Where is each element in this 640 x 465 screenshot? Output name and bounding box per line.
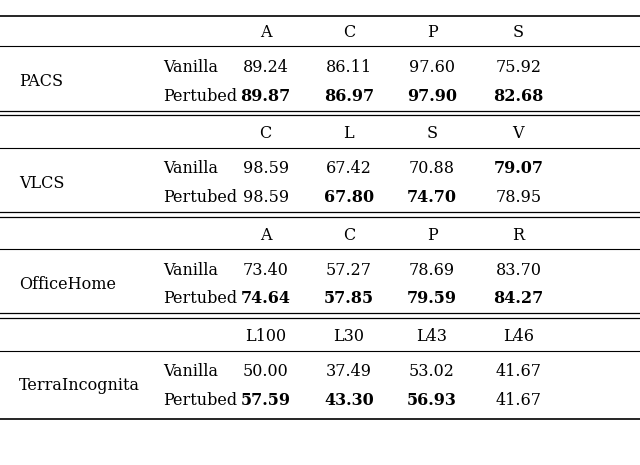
Text: 79.07: 79.07: [493, 160, 543, 177]
Text: 74.70: 74.70: [407, 189, 457, 206]
Text: Pertubed: Pertubed: [163, 189, 237, 206]
Text: Pertubed: Pertubed: [163, 88, 237, 105]
Text: P: P: [427, 227, 437, 244]
Text: 75.92: 75.92: [495, 59, 541, 76]
Text: R: R: [513, 227, 524, 244]
Text: 89.87: 89.87: [241, 88, 291, 105]
Text: 78.69: 78.69: [409, 262, 455, 279]
Text: C: C: [342, 227, 355, 244]
Text: L30: L30: [333, 328, 364, 345]
Text: 41.67: 41.67: [495, 392, 541, 409]
Text: Pertubed: Pertubed: [163, 392, 237, 409]
Text: P: P: [427, 24, 437, 41]
Text: 37.49: 37.49: [326, 363, 372, 380]
Text: VLCS: VLCS: [19, 175, 65, 192]
Text: C: C: [259, 126, 272, 142]
Text: V: V: [513, 126, 524, 142]
Text: 89.24: 89.24: [243, 59, 289, 76]
Text: 73.40: 73.40: [243, 262, 289, 279]
Text: L: L: [344, 126, 354, 142]
Text: 56.93: 56.93: [407, 392, 457, 409]
Text: Vanilla: Vanilla: [163, 59, 218, 76]
Text: OfficeHome: OfficeHome: [19, 276, 116, 293]
Text: 97.60: 97.60: [409, 59, 455, 76]
Text: 53.02: 53.02: [409, 363, 455, 380]
Text: PACS: PACS: [19, 73, 63, 90]
Text: 83.70: 83.70: [495, 262, 541, 279]
Text: 57.85: 57.85: [324, 291, 374, 307]
Text: L46: L46: [503, 328, 534, 345]
Text: A: A: [260, 24, 271, 41]
Text: 57.27: 57.27: [326, 262, 372, 279]
Text: 86.11: 86.11: [326, 59, 372, 76]
Text: Vanilla: Vanilla: [163, 160, 218, 177]
Text: 74.64: 74.64: [241, 291, 291, 307]
Text: L100: L100: [245, 328, 286, 345]
Text: TerraIncognita: TerraIncognita: [19, 378, 140, 394]
Text: 84.27: 84.27: [493, 291, 543, 307]
Text: 41.67: 41.67: [495, 363, 541, 380]
Text: 97.90: 97.90: [407, 88, 457, 105]
Text: L43: L43: [417, 328, 447, 345]
Text: 70.88: 70.88: [409, 160, 455, 177]
Text: 79.59: 79.59: [407, 291, 457, 307]
Text: Pertubed: Pertubed: [163, 291, 237, 307]
Text: 98.59: 98.59: [243, 189, 289, 206]
Text: 98.59: 98.59: [243, 160, 289, 177]
Text: Vanilla: Vanilla: [163, 262, 218, 279]
Text: S: S: [513, 24, 524, 41]
Text: 50.00: 50.00: [243, 363, 289, 380]
Text: 82.68: 82.68: [493, 88, 543, 105]
Text: 78.95: 78.95: [495, 189, 541, 206]
Text: S: S: [426, 126, 438, 142]
Text: C: C: [342, 24, 355, 41]
Text: A: A: [260, 227, 271, 244]
Text: 43.30: 43.30: [324, 392, 374, 409]
Text: 86.97: 86.97: [324, 88, 374, 105]
Text: 57.59: 57.59: [241, 392, 291, 409]
Text: 67.80: 67.80: [324, 189, 374, 206]
Text: Vanilla: Vanilla: [163, 363, 218, 380]
Text: 67.42: 67.42: [326, 160, 372, 177]
